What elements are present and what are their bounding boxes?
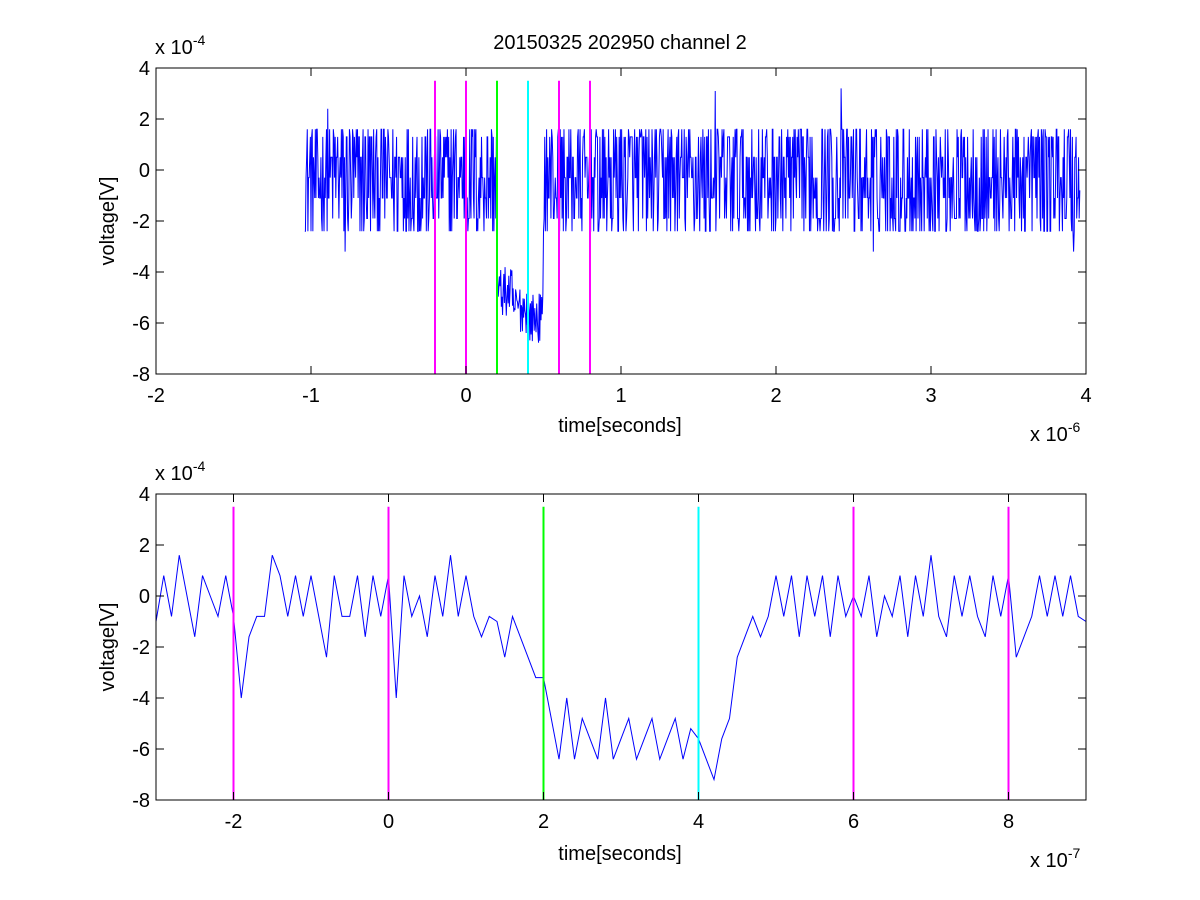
top-y-tick-label: 2: [139, 109, 150, 131]
bottom-subplot-data: [155, 506, 1087, 800]
top-y-axis-label: voltage[V]: [97, 177, 119, 266]
top-x-tick-label: 0: [460, 385, 471, 407]
bottom-y-tick-label: 2: [139, 535, 150, 557]
top-subplot-data: [304, 80, 1081, 374]
bottom-y-exponent-power: -4: [193, 458, 206, 474]
top-x-tick-label: 2: [770, 385, 781, 407]
bottom-y-exponent-base: x 10: [155, 463, 193, 485]
bottom-x-axis-label: time[seconds]: [558, 843, 681, 865]
top-y-exponent-power: -4: [193, 32, 206, 48]
bottom-x-tick-label: 6: [848, 811, 859, 833]
bottom-y-tick-label: 4: [139, 484, 150, 506]
top-voltage-trace: [304, 88, 1081, 343]
bottom-x-exponent-power: -7: [1068, 845, 1081, 861]
top-y-tick-label: -6: [132, 313, 150, 335]
bottom-x-exponent: x 10-7: [1030, 845, 1080, 872]
bottom-x-tick-label: -2: [225, 811, 243, 833]
bottom-axes-ticks: -2 0 2 4 6 8 -8 -6 -4 -2 0 2 4: [132, 484, 1086, 833]
top-x-exponent-power: -6: [1068, 419, 1081, 435]
top-y-exponent-base: x 10: [155, 37, 193, 59]
figure-title: 20150325 202950 channel 2: [493, 32, 747, 54]
top-x-tick-label: -2: [147, 385, 165, 407]
bottom-x-exponent-base: x 10: [1030, 850, 1068, 872]
bottom-subplot: -2 0 2 4 6 8 -8 -6 -4 -2 0 2 4 time[seconds] voltage…: [97, 458, 1087, 872]
top-x-exponent-base: x 10: [1030, 424, 1068, 446]
bottom-y-exponent: x 10-4: [155, 458, 205, 485]
bottom-x-tick-label: 2: [538, 811, 549, 833]
top-x-axis-label: time[seconds]: [558, 415, 681, 437]
top-y-tick-label: 0: [139, 160, 150, 182]
top-y-tick-label: -4: [132, 262, 150, 284]
top-x-tick-label: 1: [615, 385, 626, 407]
top-y-tick-label: -8: [132, 364, 150, 386]
bottom-x-tick-label: 0: [383, 811, 394, 833]
bottom-x-tick-label: 4: [693, 811, 704, 833]
top-x-exponent: x 10-6: [1030, 419, 1080, 446]
bottom-y-tick-label: -6: [132, 739, 150, 761]
bottom-x-tick-label: 8: [1003, 811, 1014, 833]
bottom-voltage-trace: [155, 555, 1087, 782]
top-y-tick-label: 4: [139, 58, 150, 80]
bottom-y-tick-label: -4: [132, 688, 150, 710]
top-y-exponent: x 10-4: [155, 32, 205, 59]
bottom-y-axis-label: voltage[V]: [97, 603, 119, 692]
bottom-y-tick-label: 0: [139, 586, 150, 608]
top-subplot: 20150325 202950 channel 2 -2 -1 0 1 2 3 4-8-6-…: [97, 32, 1092, 446]
top-y-tick-label: -2: [132, 211, 150, 233]
top-x-tick-label: -1: [302, 385, 320, 407]
top-x-tick-label: 3: [925, 385, 936, 407]
top-x-tick-label: 4: [1080, 385, 1091, 407]
bottom-y-tick-label: -2: [132, 637, 150, 659]
bottom-y-tick-label: -8: [132, 790, 150, 812]
top-axes-ticks: -2 -1 0 1 2 3 4 -8 -6 -4 -2 0 2 4: [132, 58, 1091, 407]
